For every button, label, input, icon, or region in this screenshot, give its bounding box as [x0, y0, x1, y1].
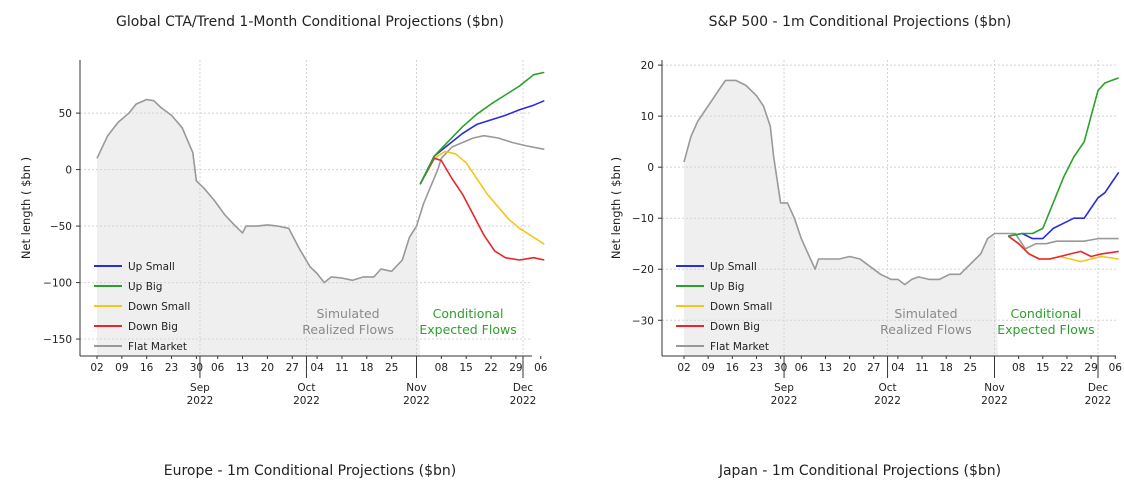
chart2-legend-label: Flat Market [710, 341, 769, 353]
chart2-legend-label: Up Small [710, 261, 757, 273]
chart1-annotation-realized-line1: Simulated [316, 306, 379, 321]
chart1-legend-label: Up Big [128, 281, 162, 293]
chart2-ytick-label: −30 [632, 315, 654, 327]
chart2-series-down-big [1007, 235, 1119, 260]
chart1-xtick-label: 16 [140, 362, 154, 374]
chart1-xtick-label: 13 [236, 362, 249, 374]
chart2-annotation-realized-line2: Realized Flows [880, 322, 972, 337]
chart1-xtick-label: 04 [310, 362, 324, 374]
chart1-xtick-label: 08 [435, 362, 448, 374]
chart2-xtick-label: 09 [701, 362, 714, 374]
chart1-xtick-label: 30 [190, 362, 203, 374]
chart2-xtick-label: 11 [915, 362, 928, 374]
chart2-annotation-realized-line1: Simulated [894, 306, 957, 321]
chart2-series-flat-market [683, 79, 1119, 286]
chart1-xtick-label: 11 [335, 362, 348, 374]
chart1-legend-label: Flat Market [128, 341, 187, 353]
chart2-ytick-label: −20 [632, 264, 654, 276]
chart2-month-label: Sep [774, 382, 794, 394]
chart2-xtick-label: 22 [1060, 362, 1073, 374]
chart2-year-label: 2022 [874, 395, 901, 407]
chart1-series-down-big [419, 157, 545, 261]
chart1-year-label: 2022 [403, 395, 430, 407]
chart2-month-label: Nov [984, 382, 1005, 394]
chart1-annotation-realized-line2: Realized Flows [302, 322, 394, 337]
chart1-month-label: Sep [190, 382, 210, 394]
chart1-xtick-label: 29 [509, 362, 522, 374]
chart1-month-label: Oct [297, 382, 315, 394]
chart2-ytick-label: 20 [641, 60, 654, 72]
chart1-xtick-label: 02 [90, 362, 103, 374]
chart2-month-label: Oct [878, 382, 896, 394]
chart1-xtick-label: 27 [286, 362, 299, 374]
chart-title-global-cta: Global CTA/Trend 1-Month Conditional Pro… [116, 14, 504, 30]
chart1-legend-label: Down Big [128, 321, 178, 333]
chart2-annotation-expected-line2: Expected Flows [997, 322, 1094, 337]
chart1-xtick-label: 15 [460, 362, 473, 374]
chart2-legend-label: Up Big [710, 281, 744, 293]
chart1-year-label: 2022 [510, 395, 537, 407]
chart1-year-label: 2022 [293, 395, 320, 407]
chart2-xtick-label: 18 [940, 362, 953, 374]
chart2-xtick-label: 30 [774, 362, 787, 374]
chart2-xtick-label: 20 [843, 362, 856, 374]
chart2-series-up-big [1008, 77, 1119, 237]
chart1-xtick-label: 25 [385, 362, 398, 374]
chart1-ylabel: Net length ( $bn ) [19, 157, 33, 259]
chart1-series-up-big [419, 71, 545, 185]
chart2-xtick-label: 23 [750, 362, 763, 374]
chart1-series-down-small [419, 150, 545, 245]
chart1-xtick-label: 06 [534, 362, 548, 374]
chart2-year-label: 2022 [1085, 395, 1112, 407]
chart1-month-label: Dec [513, 382, 534, 394]
chart1-annotation-expected-line1: Conditional [433, 306, 504, 321]
chart1-xtick-label: 22 [484, 362, 497, 374]
chart1-annotation-expected-line2: Expected Flows [419, 322, 516, 337]
chart2-xtick-label: 29 [1084, 362, 1097, 374]
chart2-xtick-label: 13 [819, 362, 832, 374]
chart2-month-label: Dec [1088, 382, 1109, 394]
chart1-month-label: Nov [406, 382, 427, 394]
chart1-ytick-label: 0 [65, 165, 72, 177]
chart1-xtick-label: 06 [211, 362, 225, 374]
chart2-year-label: 2022 [771, 395, 798, 407]
chart2-xtick-label: 06 [795, 362, 809, 374]
chart2-series-up-small [1008, 171, 1120, 240]
chart1-legend-label: Up Small [128, 261, 175, 273]
chart1-ytick-label: −50 [50, 221, 72, 233]
chart1-ytick-label: −100 [43, 278, 72, 290]
chart2-xtick-label: 04 [891, 362, 905, 374]
chart2-year-label: 2022 [981, 395, 1008, 407]
chart2-xtick-label: 25 [964, 362, 977, 374]
chart1-xtick-label: 23 [165, 362, 178, 374]
chart-title-europe: Europe - 1m Conditional Projections ($bn… [163, 463, 457, 479]
chart1-legend-label: Down Small [128, 301, 190, 313]
chart1-xtick-label: 18 [360, 362, 373, 374]
chart2-xtick-label: 27 [867, 362, 880, 374]
chart2-xtick-label: 02 [677, 362, 690, 374]
chart2-xtick-label: 06 [1109, 362, 1123, 374]
chart2-xtick-label: 15 [1036, 362, 1049, 374]
chart2-legend-label: Down Big [710, 321, 760, 333]
chart1-series-flat-market [96, 98, 545, 284]
chart1-realized-area [97, 99, 421, 356]
chart1-year-label: 2022 [187, 395, 214, 407]
chart2-xtick-label: 16 [726, 362, 740, 374]
chart2-ytick-label: 0 [647, 162, 654, 174]
chart2-realized-area [684, 80, 998, 357]
chart1-ytick-label: −150 [43, 334, 72, 346]
chart1-series-up-small [419, 99, 545, 185]
chart1-xtick-label: 09 [115, 362, 128, 374]
chart2-ylabel: Net length ( $bn ) [609, 157, 623, 259]
chart2-xtick-label: 08 [1012, 362, 1025, 374]
chart2-annotation-expected-line1: Conditional [1011, 306, 1082, 321]
chart2-legend-label: Down Small [710, 301, 772, 313]
chart-title-sp500: S&P 500 - 1m Conditional Projections ($b… [708, 14, 1012, 30]
chart2-ytick-label: 10 [641, 111, 654, 123]
chart2-ytick-label: −10 [632, 213, 654, 225]
chart1-ytick-label: 50 [59, 108, 72, 120]
chart1-xtick-label: 20 [261, 362, 274, 374]
chart-title-japan: Japan - 1m Conditional Projections ($bn) [718, 463, 1002, 479]
